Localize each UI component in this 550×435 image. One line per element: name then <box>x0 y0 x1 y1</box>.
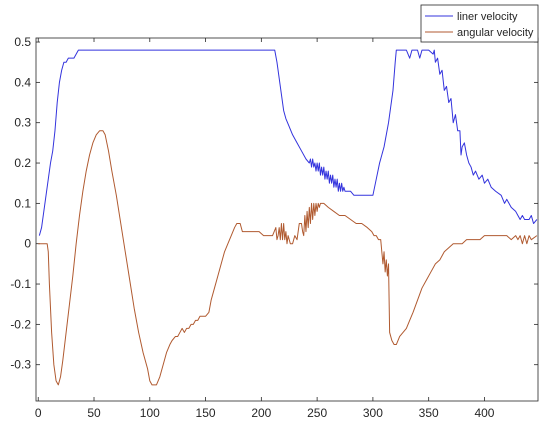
series-group <box>38 49 538 386</box>
x-tick-label: 400 <box>474 406 494 420</box>
y-tick-label: 0 <box>24 237 31 251</box>
y-tick-label: 0.4 <box>14 75 31 89</box>
y-tick-label: -0.3 <box>10 358 31 372</box>
y-tick-label: -0.1 <box>10 277 31 291</box>
x-tick-label: 300 <box>363 406 383 420</box>
x-tick-label: 100 <box>140 406 160 420</box>
x-tick-label: 0 <box>35 406 42 420</box>
x-tick-label: 350 <box>419 406 439 420</box>
legend-box <box>420 4 539 43</box>
y-tick-label: -0.2 <box>10 317 31 331</box>
series-line-angular-velocity <box>38 130 538 386</box>
axes: 0 50 100 150 200 250 300 350 400 0.5 0.4 0.3 0.2 0.1 0… <box>10 35 539 420</box>
x-tick-label: 200 <box>251 406 271 420</box>
y-tick-label: 0.2 <box>14 156 31 170</box>
legend: liner velocity angular velocity <box>420 4 539 43</box>
y-tick-label: 0.1 <box>14 196 31 210</box>
plot-area-border <box>35 37 539 402</box>
legend-label: liner velocity <box>457 11 518 23</box>
series-line-liner-velocity <box>38 49 538 236</box>
x-tick-label: 50 <box>87 406 101 420</box>
legend-label: angular velocity <box>457 27 534 39</box>
x-tick-label: 250 <box>307 406 327 420</box>
x-tick-label: 150 <box>196 406 216 420</box>
y-tick-label: 0.3 <box>14 116 31 130</box>
y-tick-label: 0.5 <box>14 35 31 49</box>
